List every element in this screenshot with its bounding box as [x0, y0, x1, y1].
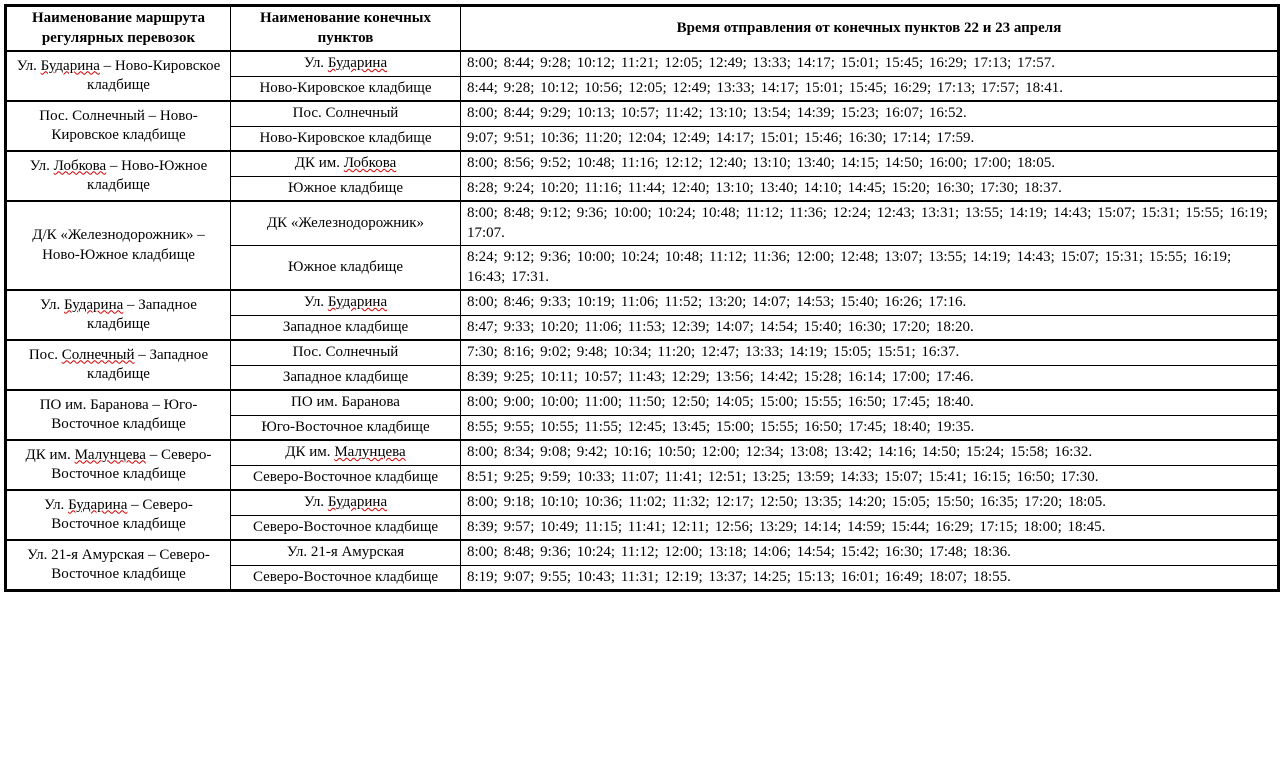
route-name: Д/К «Железнодорожник» – Ново-Южное кладб… — [6, 201, 231, 290]
route-name: ПО им. Баранова – Юго-Восточное кладбище — [6, 390, 231, 440]
departure-times: 8:00; 8:44; 9:28; 10:12; 11:21; 12:05; 1… — [461, 51, 1279, 76]
departure-times: 8:51; 9:25; 9:59; 10:33; 11:07; 11:41; 1… — [461, 465, 1279, 490]
departure-times: 8:55; 9:55; 10:55; 11:55; 12:45; 13:45; … — [461, 415, 1279, 440]
departure-times: 8:00; 8:48; 9:36; 10:24; 11:12; 12:00; 1… — [461, 540, 1279, 565]
departure-times: 8:24; 9:12; 9:36; 10:00; 10:24; 10:48; 1… — [461, 246, 1279, 291]
endpoint-name: Ул. Бударина — [231, 290, 461, 315]
col-header-endpoint: Наименование конечных пунктов — [231, 6, 461, 52]
endpoint-name: Ново-Кировское кладбище — [231, 76, 461, 101]
departure-times: 9:07; 9:51; 10:36; 11:20; 12:04; 12:49; … — [461, 126, 1279, 151]
departure-times: 8:28; 9:24; 10:20; 11:16; 11:44; 12:40; … — [461, 176, 1279, 201]
endpoint-name: Ново-Кировское кладбище — [231, 126, 461, 151]
route-name: Пос. Солнечный – Ново-Кировское кладбище — [6, 101, 231, 151]
route-name: Ул. 21-я Амурская – Северо-Восточное кла… — [6, 540, 231, 591]
endpoint-name: Южное кладбище — [231, 246, 461, 291]
departure-times: 8:00; 9:18; 10:10; 10:36; 11:02; 11:32; … — [461, 490, 1279, 515]
endpoint-name: Ул. 21-я Амурская — [231, 540, 461, 565]
endpoint-name: Ул. Бударина — [231, 490, 461, 515]
departure-times: 8:00; 8:34; 9:08; 9:42; 10:16; 10:50; 12… — [461, 440, 1279, 465]
departure-times: 8:39; 9:25; 10:11; 10:57; 11:43; 12:29; … — [461, 365, 1279, 390]
departure-times: 8:00; 8:44; 9:29; 10:13; 10:57; 11:42; 1… — [461, 101, 1279, 126]
departure-times: 8:00; 9:00; 10:00; 11:00; 11:50; 12:50; … — [461, 390, 1279, 415]
departure-times: 8:00; 8:48; 9:12; 9:36; 10:00; 10:24; 10… — [461, 201, 1279, 246]
endpoint-name: ДК им. Лобкова — [231, 151, 461, 176]
departure-times: 8:39; 9:57; 10:49; 11:15; 11:41; 12:11; … — [461, 515, 1279, 540]
departure-times: 8:00; 8:56; 9:52; 10:48; 11:16; 12:12; 1… — [461, 151, 1279, 176]
endpoint-name: ПО им. Баранова — [231, 390, 461, 415]
departure-times: 7:30; 8:16; 9:02; 9:48; 10:34; 11:20; 12… — [461, 340, 1279, 365]
endpoint-name: Северо-Восточное кладбище — [231, 465, 461, 490]
col-header-times: Время отправления от конечных пунктов 22… — [461, 6, 1279, 52]
route-name: Ул. Бударина – Северо-Восточное кладбище — [6, 490, 231, 540]
departure-times: 8:00; 8:46; 9:33; 10:19; 11:06; 11:52; 1… — [461, 290, 1279, 315]
endpoint-name: Пос. Солнечный — [231, 101, 461, 126]
endpoint-name: Ул. Бударина — [231, 51, 461, 76]
endpoint-name: ДК им. Малунцева — [231, 440, 461, 465]
route-name: Ул. Бударина – Ново-Кировское кладбище — [6, 51, 231, 101]
route-name: ДК им. Малунцева – Северо-Восточное клад… — [6, 440, 231, 490]
departure-times: 8:44; 9:28; 10:12; 10:56; 12:05; 12:49; … — [461, 76, 1279, 101]
departure-times: 8:47; 9:33; 10:20; 11:06; 11:53; 12:39; … — [461, 315, 1279, 340]
departure-times: 8:19; 9:07; 9:55; 10:43; 11:31; 12:19; 1… — [461, 565, 1279, 591]
endpoint-name: Пос. Солнечный — [231, 340, 461, 365]
schedule-table: Наименование маршрута регулярных перевоз… — [4, 4, 1280, 592]
endpoint-name: Северо-Восточное кладбище — [231, 565, 461, 591]
route-name: Ул. Лобкова – Ново-Южное кладбище — [6, 151, 231, 201]
endpoint-name: Южное кладбище — [231, 176, 461, 201]
col-header-route: Наименование маршрута регулярных перевоз… — [6, 6, 231, 52]
route-name: Ул. Бударина – Западное кладбище — [6, 290, 231, 340]
route-name: Пос. Солнечный – Западное кладбище — [6, 340, 231, 390]
endpoint-name: ДК «Железнодорожник» — [231, 201, 461, 246]
endpoint-name: Северо-Восточное кладбище — [231, 515, 461, 540]
endpoint-name: Западное кладбище — [231, 365, 461, 390]
endpoint-name: Западное кладбище — [231, 315, 461, 340]
endpoint-name: Юго-Восточное кладбище — [231, 415, 461, 440]
